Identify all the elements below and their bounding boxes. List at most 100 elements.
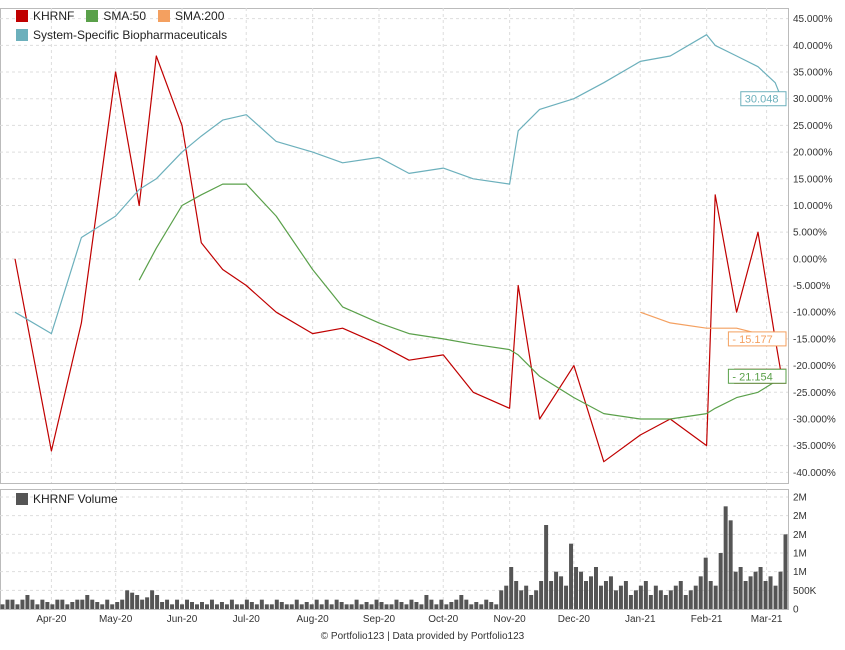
end-value-label: - 15.177 — [732, 334, 772, 346]
volume-bar — [643, 581, 648, 609]
volume-bar — [424, 595, 429, 609]
series-line-system-specific-biopharmaceuticals — [14, 34, 783, 335]
volume-bar — [638, 585, 643, 609]
volume-bar — [344, 604, 349, 609]
legend-label-sector: System-Specific Biopharmaceuticals — [33, 27, 228, 42]
volume-bar — [613, 590, 618, 609]
volume-bar — [668, 590, 673, 609]
volume-bar — [718, 553, 723, 609]
volume-bar — [155, 595, 160, 609]
volume-bar — [693, 585, 698, 609]
volume-bar — [379, 602, 384, 609]
footer-credit: © Portfolio123 | Data provided by Portfo… — [320, 631, 525, 642]
volume-bar — [618, 585, 623, 609]
volume-bar — [713, 585, 718, 609]
volume-y-tick-label: 1M — [793, 549, 807, 560]
volume-bar — [40, 599, 45, 609]
x-tick-label: Feb-21 — [691, 614, 723, 625]
volume-bar — [444, 604, 449, 609]
price-y-tick-label: -35.000% — [793, 441, 836, 452]
volume-bar — [199, 602, 204, 609]
volume-y-tick-label: 0 — [793, 605, 799, 616]
volume-bar — [414, 602, 419, 609]
volume-bar — [254, 604, 259, 609]
volume-bar — [469, 604, 474, 609]
volume-bar — [329, 604, 334, 609]
volume-bar — [359, 604, 364, 609]
volume-bar — [763, 581, 768, 609]
legend-label-khrnf: KHRNF — [33, 8, 75, 23]
volume-bar — [314, 599, 319, 609]
volume-bar — [25, 595, 30, 609]
volume-bar — [703, 557, 708, 609]
volume-bar — [170, 604, 175, 609]
volume-bar — [274, 599, 279, 609]
volume-bar — [334, 599, 339, 609]
volume-bar — [683, 595, 688, 609]
volume-bar — [284, 604, 289, 609]
volume-bar — [678, 581, 683, 609]
volume-bar — [374, 599, 379, 609]
price-y-tick-label: -15.000% — [793, 334, 836, 345]
volume-bar — [633, 590, 638, 609]
volume-bar — [394, 599, 399, 609]
volume-bar — [608, 576, 613, 609]
volume-bar — [708, 581, 713, 609]
legend-item-sector[interactable]: System-Specific Biopharmaceuticals — [16, 28, 227, 42]
volume-bar — [95, 602, 100, 609]
volume-bar — [55, 599, 60, 609]
volume-bar — [603, 581, 608, 609]
volume-legend: KHRNF Volume — [16, 492, 118, 506]
volume-bar — [419, 604, 424, 609]
end-value-badge — [727, 368, 787, 384]
volume-bar — [653, 585, 658, 609]
legend-label-volume: KHRNF Volume — [33, 492, 118, 506]
price-y-tick-label: 0.000% — [793, 254, 827, 265]
end-value-badge — [727, 331, 787, 347]
volume-bar — [429, 599, 434, 609]
volume-bar — [399, 602, 404, 609]
chart-legend: KHRNF SMA:50 SMA:200 System-Specific Bio… — [16, 6, 239, 44]
volume-bar — [504, 585, 509, 609]
volume-bar — [539, 581, 544, 609]
volume-bar — [369, 604, 374, 609]
volume-bar — [494, 604, 499, 609]
price-y-tick-label: 5.000% — [793, 228, 827, 239]
volume-y-tick-label: 2M — [793, 493, 807, 504]
volume-bar — [244, 599, 249, 609]
volume-bar — [234, 604, 239, 609]
series-line-khrnf — [14, 55, 783, 463]
volume-bar — [294, 599, 299, 609]
volume-bar — [140, 599, 145, 609]
volume-bar — [479, 604, 484, 609]
volume-bar — [145, 597, 150, 609]
volume-bar — [349, 604, 354, 609]
legend-item-sma50[interactable]: SMA:50 — [86, 9, 146, 23]
volume-bar — [224, 604, 229, 609]
legend-swatch-volume — [16, 493, 28, 505]
x-tick-label: Dec-20 — [558, 614, 591, 625]
volume-bar — [5, 599, 10, 609]
volume-bar — [389, 604, 394, 609]
price-y-tick-label: -20.000% — [793, 361, 836, 372]
x-tick-label: Aug-20 — [297, 614, 330, 625]
volume-bar — [65, 604, 70, 609]
legend-swatch-sma50 — [86, 9, 99, 22]
legend-item-khrnf[interactable]: KHRNF — [16, 9, 74, 23]
x-tick-label: Jul-20 — [233, 614, 261, 625]
volume-bar — [354, 599, 359, 609]
volume-bar — [544, 525, 549, 609]
volume-bar — [743, 581, 748, 609]
price-y-tick-label: 20.000% — [793, 148, 833, 159]
volume-bar — [559, 576, 564, 609]
volume-bar — [195, 604, 199, 609]
volume-bar — [728, 520, 733, 609]
volume-bar — [484, 599, 489, 609]
volume-bar — [185, 599, 190, 609]
volume-bar — [738, 567, 743, 609]
volume-bar — [219, 602, 224, 609]
volume-bar — [364, 602, 369, 609]
legend-item-sma200[interactable]: SMA:200 — [158, 9, 224, 23]
volume-bar — [214, 604, 219, 609]
legend-row-main: KHRNF SMA:50 SMA:200 — [16, 6, 239, 25]
